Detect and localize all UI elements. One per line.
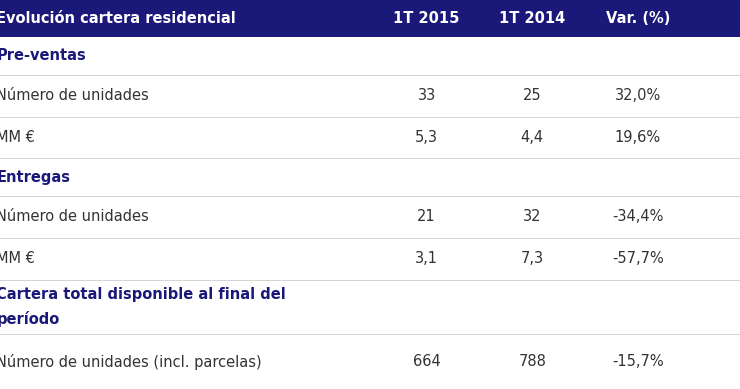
Text: -34,4%: -34,4% xyxy=(612,210,664,224)
Text: 788: 788 xyxy=(518,354,546,369)
Bar xyxy=(0,334,740,389)
Text: 32: 32 xyxy=(523,210,542,224)
Text: Número de unidades (incl. parcelas): Número de unidades (incl. parcelas) xyxy=(0,354,262,370)
Text: 32,0%: 32,0% xyxy=(615,88,661,103)
Bar xyxy=(0,158,740,196)
Bar xyxy=(0,117,740,158)
Text: 33: 33 xyxy=(417,88,436,103)
Text: Número de unidades: Número de unidades xyxy=(0,88,149,103)
Text: Entregas: Entregas xyxy=(0,170,70,185)
Text: MM €: MM € xyxy=(0,130,36,145)
Bar xyxy=(0,280,740,334)
Text: Cartera total disponible al final del: Cartera total disponible al final del xyxy=(0,287,286,302)
Text: Número de unidades: Número de unidades xyxy=(0,210,149,224)
Text: Evolución cartera residencial: Evolución cartera residencial xyxy=(0,11,236,26)
Text: -57,7%: -57,7% xyxy=(612,251,664,266)
Text: 7,3: 7,3 xyxy=(521,251,544,266)
Text: 3,1: 3,1 xyxy=(415,251,438,266)
Bar xyxy=(0,75,740,117)
Text: 4,4: 4,4 xyxy=(521,130,544,145)
Text: 1T 2014: 1T 2014 xyxy=(500,11,565,26)
Text: período: período xyxy=(0,311,60,327)
Bar xyxy=(0,238,740,280)
Text: 664: 664 xyxy=(413,354,440,369)
Text: 25: 25 xyxy=(523,88,542,103)
Bar xyxy=(0,37,740,75)
Text: -15,7%: -15,7% xyxy=(612,354,664,369)
Bar xyxy=(0,0,740,37)
Text: 21: 21 xyxy=(417,210,436,224)
Bar xyxy=(0,196,740,238)
Text: 5,3: 5,3 xyxy=(415,130,438,145)
Text: 1T 2015: 1T 2015 xyxy=(394,11,460,26)
Text: Var. (%): Var. (%) xyxy=(606,11,670,26)
Text: 19,6%: 19,6% xyxy=(615,130,661,145)
Text: Pre-ventas: Pre-ventas xyxy=(0,48,86,63)
Text: MM €: MM € xyxy=(0,251,36,266)
